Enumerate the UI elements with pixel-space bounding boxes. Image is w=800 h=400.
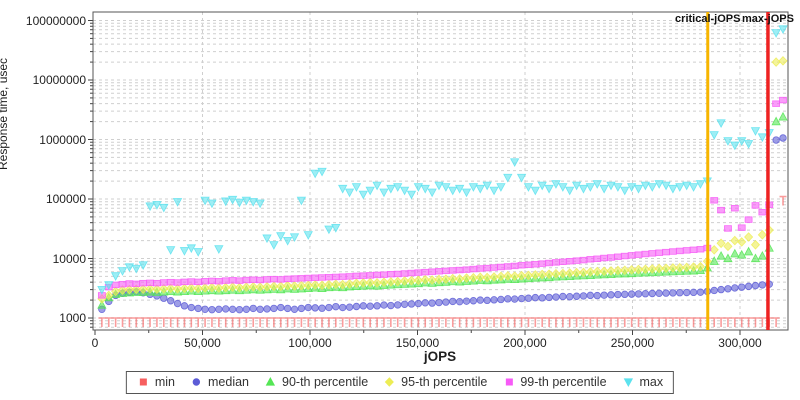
- legend-label: 95-th percentile: [401, 375, 488, 389]
- y-tick-label: 10000000: [32, 73, 86, 87]
- series-max: [97, 25, 788, 295]
- y-tick-label: 100000000: [25, 13, 86, 28]
- diamond-icon: [385, 377, 395, 387]
- y-tick-label: 10000: [52, 251, 86, 266]
- max-jops-label: max-jOPS: [741, 13, 794, 25]
- x-tick-label: 200,000: [503, 336, 547, 350]
- square-icon: [505, 378, 513, 386]
- plot-border: [92, 11, 789, 331]
- legend-item-99-th-percentile: 99-th percentile: [502, 375, 607, 389]
- legend-label: 90-th percentile: [282, 375, 369, 389]
- legend-item-max: max: [622, 375, 664, 389]
- x-tick-label: 50,000: [184, 336, 221, 350]
- y-tick-label: 1000: [59, 311, 86, 325]
- critical-jops-label: critical-jOPS: [675, 13, 741, 25]
- circle-icon: [192, 378, 201, 386]
- triangle-up-icon: [265, 376, 276, 386]
- legend-item-median: median: [190, 375, 249, 389]
- legend-label: min: [154, 375, 176, 389]
- series-min: [98, 195, 787, 327]
- legend-item-90-th-percentile: 90-th percentile: [264, 375, 368, 389]
- legend-label: median: [208, 375, 250, 389]
- series-median: [98, 134, 787, 314]
- y-tick-label: 100000: [45, 192, 86, 206]
- series-95-th-percentile: [97, 56, 788, 304]
- grid: [93, 12, 788, 330]
- legend-label: 99-th percentile: [520, 375, 607, 389]
- x-tick-label: 250,000: [610, 336, 655, 350]
- x-tick-label: 0: [91, 336, 99, 350]
- x-tick-label: 100,000: [288, 336, 332, 350]
- triangle-down-icon: [623, 378, 633, 388]
- legend-item-min: min: [137, 375, 175, 389]
- y-tick-label: 1000000: [39, 132, 86, 147]
- legend-item-95-th-percentile: 95-th percentile: [383, 375, 487, 389]
- x-tick-label: 300,000: [718, 336, 762, 350]
- x-axis-title: jOPS: [423, 349, 457, 364]
- x-tick-label: 150,000: [395, 336, 440, 350]
- legend: min median 90-th percentile 95-th percentil…: [125, 371, 675, 394]
- square-icon: [139, 378, 147, 386]
- legend-label: max: [639, 375, 664, 389]
